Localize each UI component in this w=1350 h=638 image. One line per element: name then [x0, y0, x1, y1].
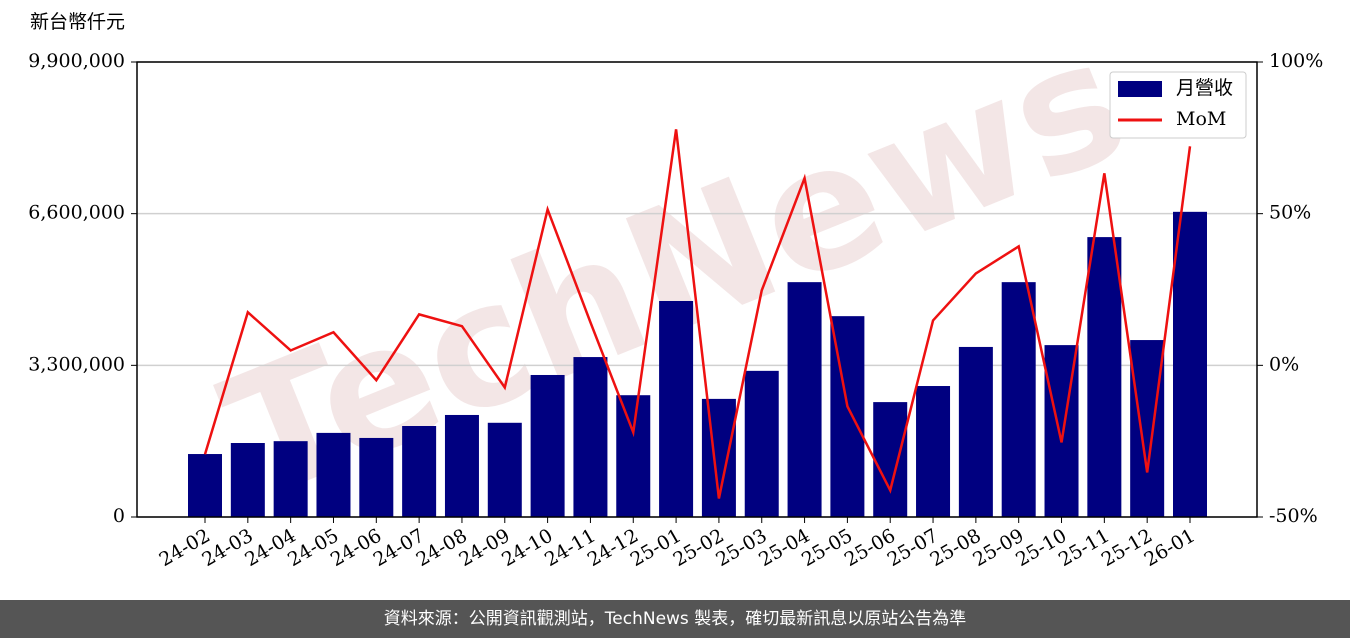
- y-axis-label: 新台幣仟元: [30, 11, 125, 33]
- y-tick-label: 3,300,000: [28, 353, 125, 375]
- bar: [444, 414, 479, 517]
- chart: 新台幣仟元 TechNews 03,300,0006,600,0009,900,…: [28, 0, 1323, 571]
- legend-label: 月營收: [1176, 77, 1233, 99]
- bar: [487, 422, 522, 517]
- y2-tick-label: 0%: [1269, 353, 1299, 375]
- footer: 資料來源：公開資訊觀測站，TechNews 製表，確切最新訊息以原站公告為準: [0, 600, 1350, 638]
- plot-frame: [136, 61, 1258, 518]
- y-tick-label: 0: [113, 505, 125, 527]
- bar: [188, 454, 222, 517]
- y-tick-label: 9,900,000: [28, 50, 125, 72]
- legend-swatch: [1118, 81, 1162, 97]
- bar: [359, 437, 394, 517]
- bar: [958, 346, 993, 517]
- bar: [230, 443, 265, 517]
- bar: [530, 374, 565, 517]
- bar: [701, 398, 736, 517]
- bar: [1173, 211, 1207, 517]
- legend-label: MoM: [1176, 108, 1226, 130]
- bar: [616, 395, 651, 517]
- bar: [659, 300, 694, 517]
- bar: [273, 441, 308, 517]
- bar: [744, 370, 779, 517]
- x-tick-label: 26-01: [1141, 525, 1199, 571]
- line: [203, 129, 1192, 499]
- y2-tick-label: -50%: [1269, 505, 1318, 527]
- bar: [787, 282, 822, 517]
- y-tick-label: 6,600,000: [28, 202, 125, 224]
- bar: [873, 402, 908, 517]
- bar: [916, 386, 951, 517]
- bar: [573, 357, 608, 517]
- bar: [1001, 282, 1036, 517]
- bar: [1087, 237, 1122, 517]
- y2-tick-label: 100%: [1269, 50, 1323, 72]
- bar: [316, 432, 351, 517]
- bar: [402, 426, 437, 517]
- bar: [1130, 340, 1165, 517]
- y2-tick-label: 50%: [1269, 202, 1311, 224]
